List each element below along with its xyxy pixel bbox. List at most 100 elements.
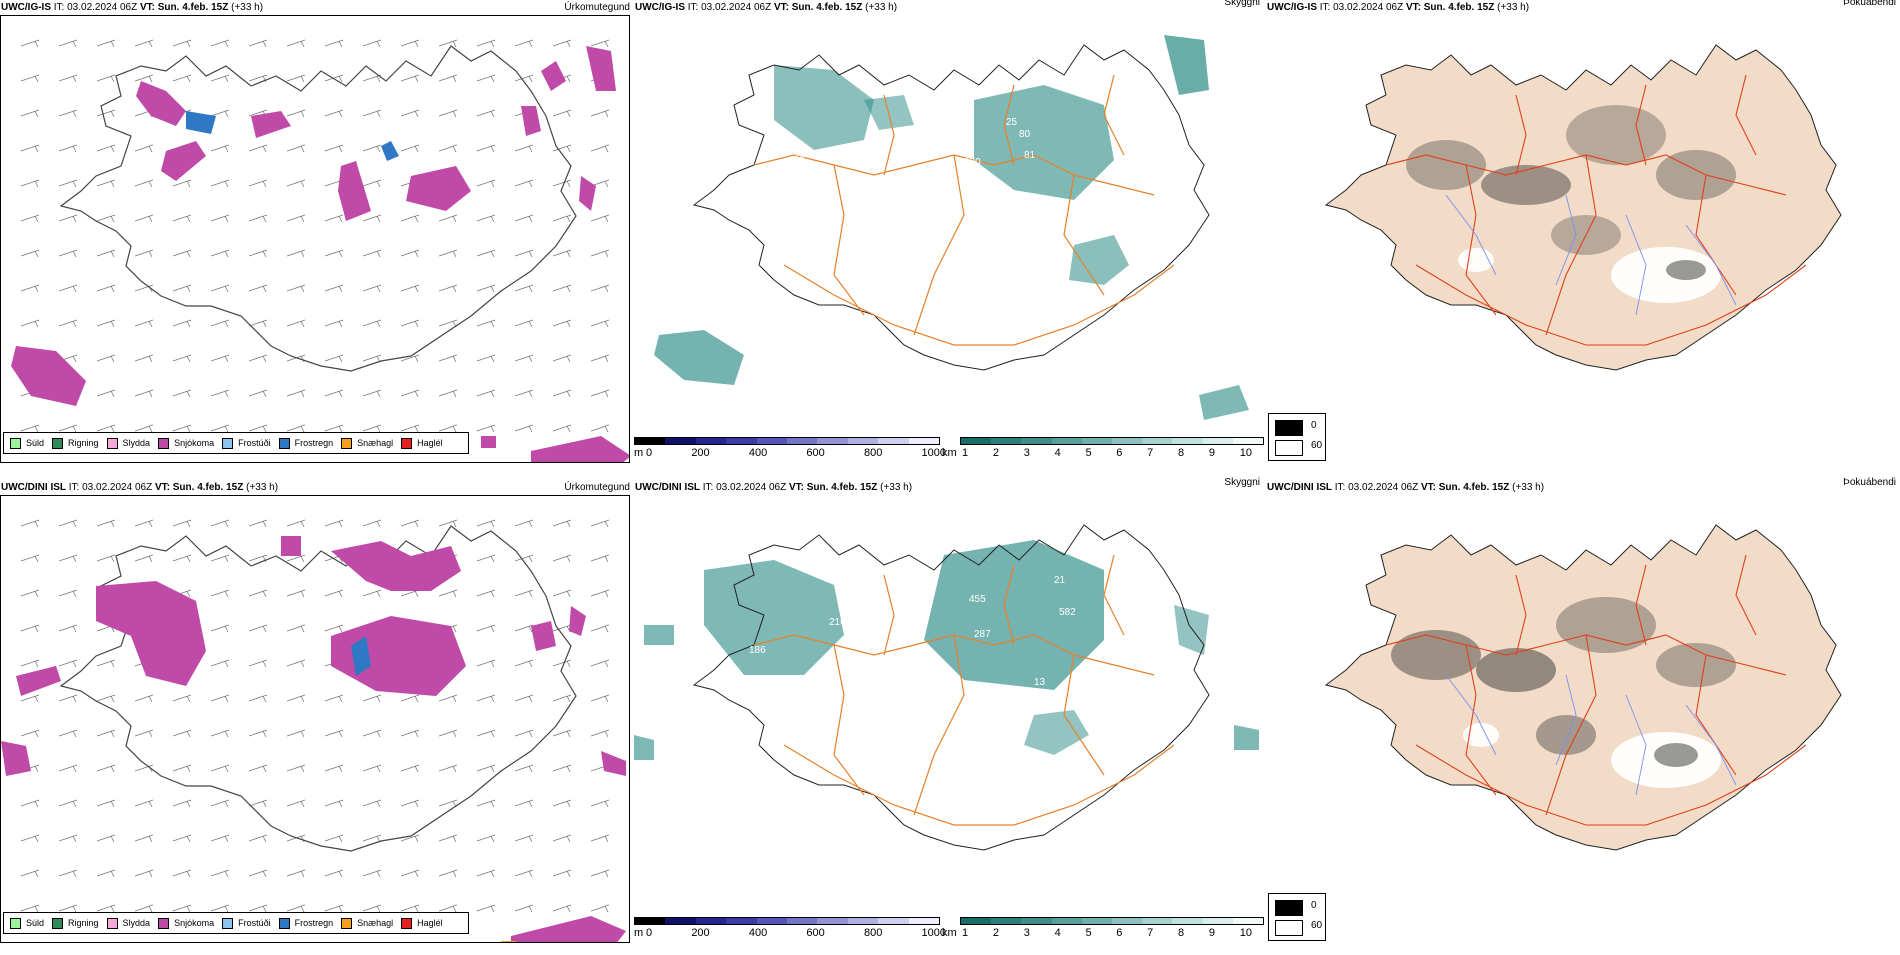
legend-label: Slydda (122, 438, 151, 448)
wind-barb (286, 109, 306, 118)
wind-barb (248, 554, 268, 563)
legend-swatch (52, 917, 64, 929)
wind-barb (590, 834, 610, 843)
wind-barb (134, 834, 154, 843)
wind-barb (286, 624, 306, 633)
colorbar-tick: 7 (1147, 447, 1154, 459)
wind-barb (590, 319, 610, 328)
fog-dark-areas (1391, 597, 1736, 788)
wind-barb (286, 834, 306, 843)
wind-barb (286, 179, 306, 188)
wind-barb (134, 249, 154, 258)
wind-barb (172, 729, 192, 738)
fog-swatch-low (1275, 920, 1303, 936)
wind-barb (476, 179, 496, 188)
visibility-areas (634, 540, 1259, 760)
wind-barbs (20, 39, 610, 433)
snow-area (586, 46, 616, 91)
fog-swatch-low (1275, 440, 1303, 456)
map-visibility[interactable]: 280 315 80 81 25 16 17 (634, 15, 1264, 435)
product-title: Þokuábendi (1843, 0, 1896, 8)
colorbar-tick: 6 (1116, 927, 1123, 939)
wind-barb (210, 249, 230, 258)
legend-swatch (106, 917, 118, 929)
wind-barb (20, 214, 40, 223)
wind-barb (58, 869, 78, 878)
wind-barb (96, 109, 116, 118)
lead-time: (+33 h) (246, 482, 279, 493)
map-precip[interactable]: Súld Rigning Slydda Snjókoma Frostúði Frostre… (0, 495, 630, 943)
wind-barb (210, 424, 230, 433)
map-precip[interactable]: Súld Rigning Slydda Snjókoma Frostúði Frostre… (0, 15, 630, 463)
wind-barb (362, 764, 382, 773)
wind-barb (362, 144, 382, 153)
wind-barb (400, 319, 420, 328)
map-fog[interactable] (1266, 15, 1900, 435)
model-name: UWC/IG-IS (635, 2, 685, 13)
wind-barb (58, 904, 78, 913)
wind-barb (96, 799, 116, 808)
visibility-colorbar (960, 917, 1264, 925)
wind-barb (476, 354, 496, 363)
map-fog[interactable] (1266, 495, 1900, 915)
precip-type-legend: Súld Rigning Slydda Snjókoma Frostúði Frostre… (3, 912, 469, 934)
wind-barb (362, 39, 382, 48)
wind-barb (210, 144, 230, 153)
map-visibility[interactable]: 455 287 21 582 216 186 500 13 (634, 495, 1264, 915)
road-network (753, 74, 1175, 346)
wind-barb (400, 109, 420, 118)
wind-barb (324, 519, 344, 528)
wind-barb (438, 764, 458, 773)
legend-label: Frostregn (294, 918, 334, 928)
it-label: IT: (1319, 2, 1331, 13)
road-network (753, 554, 1175, 826)
panel-visibility-ig-is: UWC/IG-IS IT: 03.02.2024 06Z VT: Sun. 4.… (634, 0, 1264, 470)
wind-barb (20, 424, 40, 433)
wind-barb (324, 144, 344, 153)
snow-area (481, 436, 496, 448)
wind-barb (324, 249, 344, 258)
wind-barb (286, 319, 306, 328)
wind-barb (514, 214, 534, 223)
wind-barb (248, 424, 268, 433)
legend-label: Rigning (68, 438, 99, 448)
wind-barb (20, 179, 40, 188)
wind-barb (58, 729, 78, 738)
wind-barb (20, 249, 40, 258)
row-ig-is: UWC/IG-IS IT: 03.02.2024 06Z VT: Sun. 4.… (0, 0, 1900, 475)
wind-barb (400, 249, 420, 258)
wind-barb (590, 214, 610, 223)
wind-barb (172, 554, 192, 563)
wind-barb (362, 214, 382, 223)
wind-barb (514, 519, 534, 528)
legend-item: Rigning (52, 917, 99, 929)
vt-label: VT: (1420, 482, 1436, 493)
wind-barb (286, 869, 306, 878)
colorbar-tick: 1000 (921, 447, 946, 459)
vt-value: Sun. 4.feb. 15Z (157, 2, 229, 13)
colorbar-tick: 1 (962, 447, 969, 459)
wind-barb (400, 799, 420, 808)
wind-barb (476, 659, 496, 668)
ceiling-value-label: 280 (964, 157, 981, 168)
it-value: 03.02.2024 06Z (701, 2, 772, 13)
wind-barb (476, 389, 496, 398)
wind-barb (20, 109, 40, 118)
vt-label: VT: (773, 2, 789, 13)
legend-label: Snæhagl (357, 438, 394, 448)
wind-barb (362, 319, 382, 328)
wind-barb (58, 109, 78, 118)
wind-barb (96, 214, 116, 223)
ceiling-value-label: 16 (794, 150, 806, 161)
it-label: IT: (1334, 482, 1346, 493)
wind-barb (552, 144, 572, 153)
wind-barb (286, 799, 306, 808)
wind-barb (400, 284, 420, 293)
wind-barb (248, 589, 268, 598)
wind-barb (552, 764, 572, 773)
ceiling-ticks: 0 200 400 600 800 1000 (646, 927, 946, 939)
wind-barb (134, 694, 154, 703)
wind-barb (476, 39, 496, 48)
map-canvas (1, 519, 626, 942)
wind-barb (476, 729, 496, 738)
